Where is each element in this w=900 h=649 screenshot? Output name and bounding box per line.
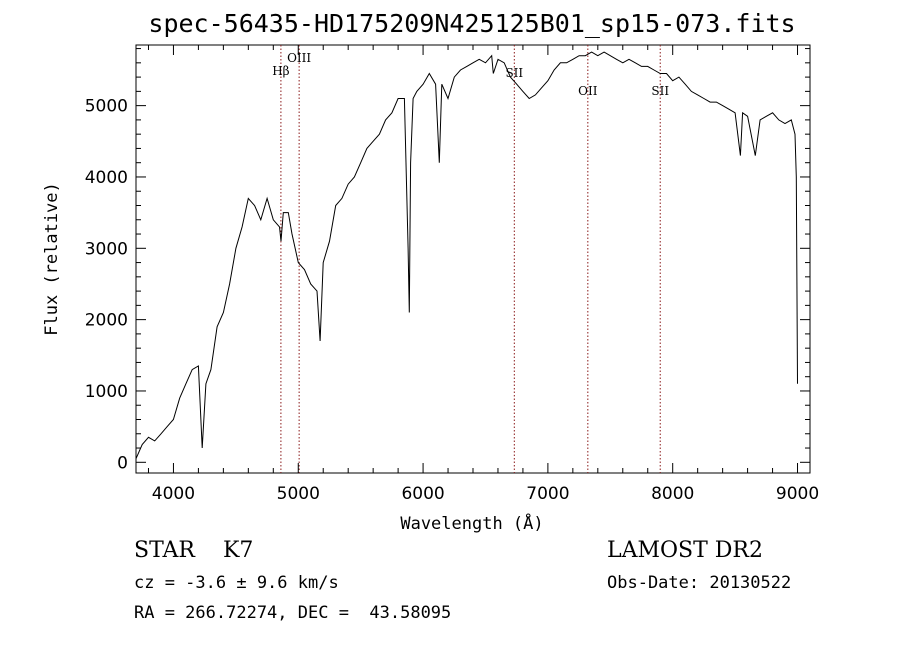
ra-dec: RA = 266.72274, DEC = 43.58095 <box>134 603 452 623</box>
line-marker-label: Hβ <box>272 64 289 78</box>
y-tick-label: 2000 <box>85 311 128 331</box>
y-tick-label: 1000 <box>85 382 128 402</box>
x-tick-label: 6000 <box>401 484 444 504</box>
redshift-cz: cz = -3.6 ± 9.6 km/s <box>134 573 339 593</box>
x-tick-label: 9000 <box>776 484 819 504</box>
line-marker-label: OII <box>578 84 598 98</box>
observation-date: Obs-Date: 20130522 <box>607 573 792 593</box>
y-tick-label: 4000 <box>85 168 128 188</box>
x-tick-label: 4000 <box>152 484 195 504</box>
line-marker-label: SII <box>651 84 669 98</box>
y-tick-label: 3000 <box>85 239 128 259</box>
x-tick-label: 5000 <box>277 484 320 504</box>
plot-frame <box>135 44 811 474</box>
y-axis-label: Flux (relative) <box>42 182 62 336</box>
axis-ticks: 4000 5000 6000 7000 8000 9000 0 1000 2000 3000 400… <box>85 45 819 504</box>
y-tick-label: 0 <box>117 453 128 473</box>
x-tick-label: 7000 <box>526 484 569 504</box>
spectrum-line <box>135 51 798 459</box>
x-tick-label: 8000 <box>651 484 694 504</box>
object-class: STAR K7 <box>134 538 254 563</box>
x-axis-label: Wavelength (Å) <box>400 512 543 534</box>
line-marker-label: OIII <box>287 51 311 65</box>
y-tick-label: 5000 <box>85 97 128 117</box>
chart-title: spec-56435-HD175209N425125B01_sp15-073.f… <box>148 9 795 38</box>
survey-name: LAMOST DR2 <box>607 538 763 563</box>
